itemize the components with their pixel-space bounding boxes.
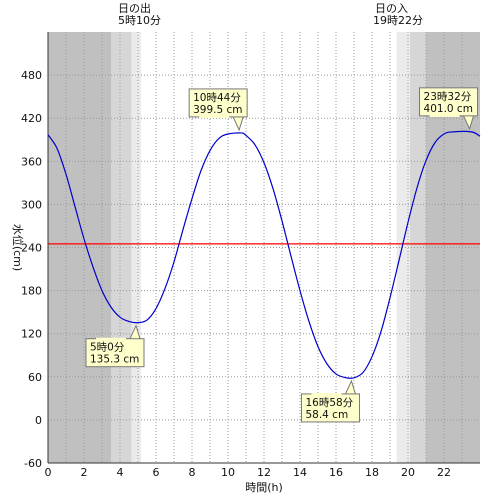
sunset-title: 日の入 — [375, 2, 408, 15]
y-tick-label: 180 — [21, 285, 42, 298]
x-tick-label: 18 — [365, 466, 379, 479]
x-tick-label: 16 — [329, 466, 343, 479]
sunrise-title: 日の出 — [118, 2, 151, 15]
callout-box — [85, 338, 145, 368]
x-tick-label: 22 — [437, 466, 451, 479]
sunrise-time: 5時10分 — [118, 14, 161, 27]
callout-box — [419, 87, 479, 117]
sunrise-label: 日の出 5時10分 — [118, 3, 161, 27]
callout-pointer — [345, 379, 356, 395]
callout-value: 135.3 cm — [90, 354, 139, 366]
callout-pointer — [129, 324, 141, 339]
y-tick-label: 60 — [28, 371, 42, 384]
y-tick-label: 240 — [21, 242, 42, 255]
x-tick-label: 6 — [153, 466, 160, 479]
y-axis-label: 水位(cm) — [11, 224, 25, 271]
callout-value: 58.4 cm — [305, 409, 348, 421]
x-tick-label: 8 — [189, 466, 196, 479]
y-tick-label: 120 — [21, 328, 42, 341]
callout-value: 399.5 cm — [193, 104, 242, 116]
y-tick-label: 300 — [21, 198, 42, 211]
dawn_dusk-band-0 — [131, 32, 142, 463]
y-tick-label: 420 — [21, 112, 42, 125]
dawn_dusk-band-1 — [396, 32, 410, 463]
callout-time: 23時32分 — [424, 91, 472, 103]
x-tick-label: 10 — [221, 466, 235, 479]
night-band-0 — [48, 32, 111, 463]
x-tick-label: 0 — [45, 466, 52, 479]
callout-time: 5時0分 — [90, 342, 125, 354]
x-axis-label: 時間(h) — [245, 481, 283, 494]
callout-pointer — [463, 115, 475, 131]
y-tick-label: 0 — [35, 414, 42, 427]
y-tick-label: 480 — [21, 69, 42, 82]
x-tick-label: 20 — [401, 466, 415, 479]
y-tick-label: -60 — [24, 457, 42, 470]
x-tick-label: 4 — [117, 466, 124, 479]
x-tick-label: 14 — [293, 466, 307, 479]
callout-pointer — [232, 116, 244, 132]
x-tick-label: 12 — [257, 466, 271, 479]
sunset-label: 日の入 19時22分 — [373, 3, 423, 27]
y-tick-label: 360 — [21, 155, 42, 168]
sunset-time: 19時22分 — [373, 14, 423, 27]
callout-value: 401.0 cm — [424, 103, 473, 115]
callout-time: 10時44分 — [193, 92, 241, 104]
tide-line-0 — [47, 130, 481, 379]
x-tick-label: 2 — [81, 466, 88, 479]
callout-time: 16時58分 — [305, 397, 353, 409]
callout-box — [300, 393, 360, 423]
